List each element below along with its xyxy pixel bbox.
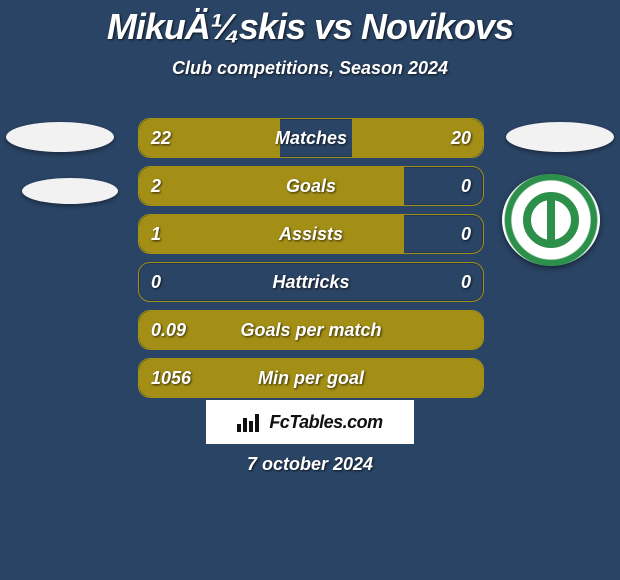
stat-right-value: 0 xyxy=(461,215,471,253)
stat-row: 0.09 Goals per match xyxy=(138,310,484,350)
stat-right-value: 0 xyxy=(461,263,471,301)
brand-logo: FcTables.com xyxy=(206,400,414,444)
stat-label: Assists xyxy=(139,215,483,253)
footer-date: 7 october 2024 xyxy=(0,454,620,475)
stat-row: 22 Matches 20 xyxy=(138,118,484,158)
stat-row: 1 Assists 0 xyxy=(138,214,484,254)
player-left-club-placeholder xyxy=(22,178,118,204)
stat-row: 0 Hattricks 0 xyxy=(138,262,484,302)
stat-label: Matches xyxy=(139,119,483,157)
player-right-photo-placeholder xyxy=(506,122,614,152)
bar-chart-icon xyxy=(237,412,263,432)
page-subtitle: Club competitions, Season 2024 xyxy=(0,58,620,79)
stat-label: Hattricks xyxy=(139,263,483,301)
stat-label: Min per goal xyxy=(139,359,483,397)
stat-row: 1056 Min per goal xyxy=(138,358,484,398)
stat-row: 2 Goals 0 xyxy=(138,166,484,206)
comparison-rows: 22 Matches 20 2 Goals 0 1 Assists 0 0 Ha… xyxy=(138,118,482,406)
stat-label: Goals per match xyxy=(139,311,483,349)
stat-right-value: 20 xyxy=(451,119,471,157)
stat-label: Goals xyxy=(139,167,483,205)
page-title: MikuÄ¼skis vs Novikovs xyxy=(0,0,620,48)
stat-right-value: 0 xyxy=(461,167,471,205)
player-left-photo-placeholder xyxy=(6,122,114,152)
player-right-club-crest xyxy=(502,174,600,266)
brand-text: FcTables.com xyxy=(269,412,382,433)
